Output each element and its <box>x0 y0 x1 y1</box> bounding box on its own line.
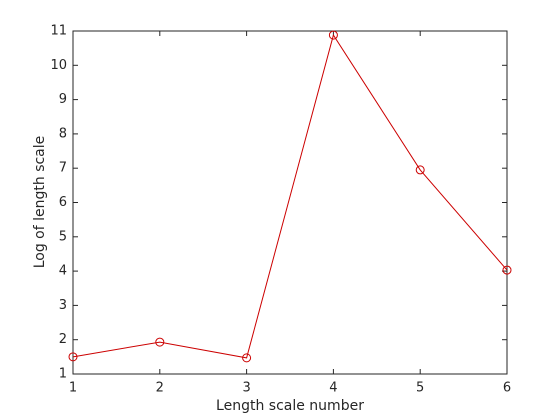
y-tick-label: 1 <box>59 367 67 382</box>
data-marker <box>68 352 78 362</box>
y-tick-label: 3 <box>59 298 67 313</box>
x-tick-label: 3 <box>242 381 250 396</box>
y-tick-label: 4 <box>59 264 67 279</box>
x-tick-label: 1 <box>69 381 77 396</box>
y-tick-label: 2 <box>59 332 67 347</box>
x-tick-label: 2 <box>156 381 164 396</box>
y-tick-label: 6 <box>59 195 67 210</box>
y-tick-label: 9 <box>59 92 67 107</box>
data-marker <box>242 353 252 363</box>
x-tick-label: 5 <box>416 381 424 396</box>
y-tick-label: 5 <box>59 229 67 244</box>
data-marker <box>155 337 165 347</box>
y-tick-label: 7 <box>59 161 67 176</box>
data-marker <box>502 265 512 275</box>
data-marker <box>328 30 338 40</box>
x-axis-label: Length scale number <box>216 398 364 414</box>
data-line <box>72 33 508 359</box>
y-tick-label: 10 <box>50 58 67 73</box>
x-tick-label: 6 <box>503 381 511 396</box>
y-tick-label: 11 <box>50 24 67 39</box>
y-axis-label: Log of length scale <box>32 136 48 269</box>
data-marker <box>415 165 425 175</box>
x-tick-label: 4 <box>329 381 337 396</box>
y-tick-label: 8 <box>59 126 67 141</box>
